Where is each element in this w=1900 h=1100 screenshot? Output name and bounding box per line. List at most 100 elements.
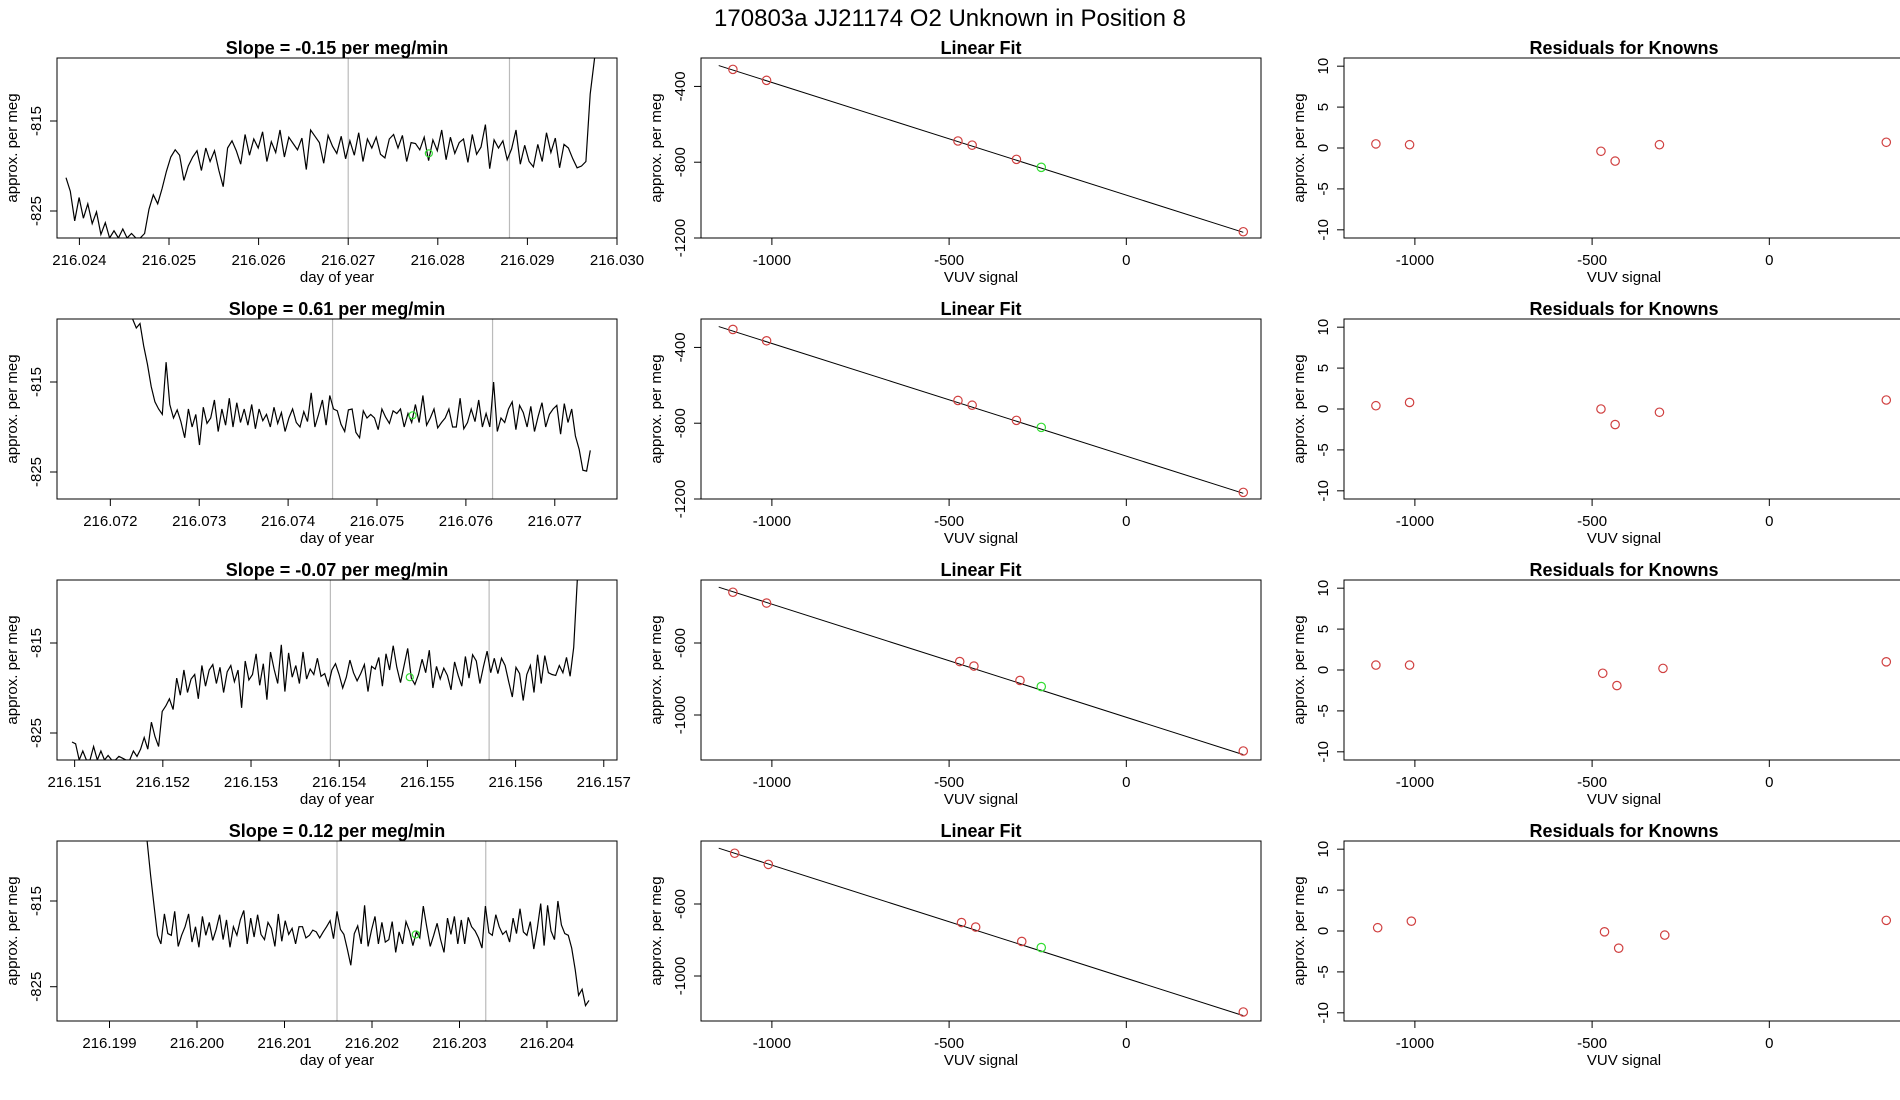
known-point (1610, 419, 1620, 430)
y-tick-label: -5 (1315, 443, 1332, 456)
y-tick-label: 10 (1315, 841, 1332, 858)
x-tick-label: 216.075 (350, 513, 404, 530)
unknown-point (1036, 162, 1047, 173)
plot-area (1371, 137, 1892, 166)
x-tick-label: 216.153 (224, 774, 278, 791)
x-tick-label: 216.157 (577, 774, 631, 791)
known-point (1659, 930, 1670, 940)
fit-line (718, 65, 1244, 233)
x-axis-label: VUV signal (1587, 1052, 1661, 1069)
x-tick-label: -500 (934, 774, 964, 791)
known-point (1596, 146, 1606, 157)
x-tick-label: 216.028 (411, 252, 465, 269)
series-line (146, 841, 590, 1008)
known-point (1406, 916, 1417, 926)
panel-title: Slope = -0.07 per meg/min (226, 560, 449, 580)
y-tick-label: -1200 (672, 480, 689, 518)
x-tick-label: 0 (1765, 774, 1773, 791)
x-tick-label: 216.155 (400, 774, 454, 791)
known-point (1613, 943, 1624, 953)
x-tick-label: 216.151 (48, 774, 102, 791)
series-line (132, 319, 591, 472)
x-axis-label: VUV signal (944, 1052, 1018, 1069)
x-tick-label: 216.027 (321, 252, 375, 269)
known-point (1011, 154, 1022, 165)
x-axis-label: day of year (300, 791, 374, 808)
known-point (1015, 675, 1025, 686)
y-axis-label: approx. per meg (648, 93, 665, 202)
x-tick-label: -500 (934, 513, 964, 530)
y-tick-label: 10 (1315, 580, 1332, 597)
plot-area (65, 58, 596, 238)
y-tick-label: 0 (1315, 666, 1332, 674)
plot-area (146, 841, 590, 1021)
x-tick-label: 0 (1122, 774, 1130, 791)
panel-title: Linear Fit (940, 38, 1021, 58)
y-tick-label: -825 (28, 196, 45, 226)
known-point (1016, 936, 1027, 947)
panel-1-2: Linear Fit -1000 -500 0 -1200 -800 -400 VUV sig… (648, 38, 1262, 286)
known-point (1596, 404, 1606, 414)
known-point (761, 335, 772, 346)
known-point (728, 324, 738, 335)
known-point (953, 395, 963, 406)
plot-frame (56, 840, 618, 1022)
x-tick-label: -500 (1577, 1035, 1607, 1052)
y-tick-label: -815 (28, 886, 45, 916)
fit-line (718, 586, 1244, 756)
y-axis-label: approx. per meg (1291, 876, 1308, 985)
panel-2-1: Slope = 0.61 per meg/min 216.072 216.073 21… (4, 299, 618, 547)
plot-area (718, 847, 1249, 1017)
x-axis-label: VUV signal (1587, 269, 1661, 286)
plot-frame (700, 579, 1262, 761)
x-axis-label: VUV signal (944, 530, 1018, 547)
panel-3-2: Linear Fit -1000 -500 0 -1000 -600 VUV signal a… (648, 560, 1262, 808)
x-tick-label: 0 (1765, 252, 1773, 269)
plot-frame (56, 57, 618, 239)
known-point (1881, 395, 1892, 405)
y-axis-label: approx. per meg (4, 615, 21, 724)
x-tick-label: 216.204 (520, 1035, 574, 1052)
y-tick-label: -825 (28, 972, 45, 1002)
y-axis-label: approx. per meg (648, 354, 665, 463)
known-point (1238, 226, 1249, 237)
x-tick-label: 0 (1122, 513, 1130, 530)
known-point (1612, 680, 1622, 691)
known-point (1881, 915, 1892, 926)
panel-title: Residuals for Knowns (1529, 38, 1718, 58)
plot-frame (1343, 57, 1900, 239)
y-tick-label: -825 (28, 457, 45, 487)
known-point (1610, 156, 1620, 166)
x-tick-label: 216.156 (488, 774, 542, 791)
plot-area (718, 324, 1249, 498)
panel-1-3: Residuals for Knowns -1000 -500 0 -10 -5 0 5 10 V… (1291, 38, 1900, 286)
plot-frame (1343, 840, 1900, 1022)
x-tick-label: 0 (1122, 1035, 1130, 1052)
x-tick-label: 0 (1765, 513, 1773, 530)
unknown-point (1036, 681, 1047, 692)
unknown-point (1036, 422, 1047, 433)
plot-area (1371, 395, 1892, 430)
fit-line (718, 326, 1244, 494)
x-axis-label: VUV signal (944, 269, 1018, 286)
known-point (970, 922, 981, 932)
panel-title: Linear Fit (940, 821, 1021, 841)
x-tick-label: 0 (1765, 1035, 1773, 1052)
known-point (1599, 927, 1610, 937)
y-tick-label: -5 (1315, 182, 1332, 195)
known-point (1238, 487, 1249, 498)
known-point (761, 598, 772, 608)
y-tick-label: -815 (28, 106, 45, 136)
panel-title: Residuals for Knowns (1529, 299, 1718, 319)
series-line (71, 580, 578, 760)
plot-frame (56, 579, 618, 761)
x-tick-label: -500 (1577, 774, 1607, 791)
known-point (1371, 139, 1381, 149)
x-tick-label: 216.026 (231, 252, 285, 269)
unknown-point (405, 673, 414, 682)
x-tick-label: 216.024 (52, 252, 106, 269)
known-point (1404, 660, 1415, 670)
y-tick-label: 5 (1315, 886, 1332, 894)
known-point (967, 400, 977, 411)
